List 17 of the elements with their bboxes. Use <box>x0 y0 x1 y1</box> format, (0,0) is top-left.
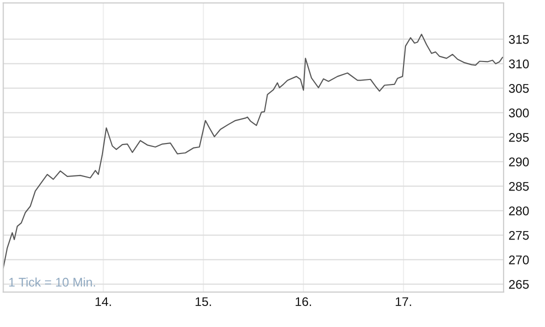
x-tick-label: 16. <box>296 297 312 306</box>
y-tick-label: 310 <box>508 59 529 68</box>
annotation: 1 Tick = 10 Min. <box>9 277 96 287</box>
y-tick-label: 295 <box>509 132 529 142</box>
y-tick-label: 275 <box>509 230 529 240</box>
y-tick-label: 300 <box>508 108 529 118</box>
y-tick-label: 315 <box>508 35 529 44</box>
x-tick-label: 14. <box>96 297 111 306</box>
y-tick-label: 305 <box>508 84 529 93</box>
line-series <box>3 34 504 269</box>
y-tick-label: 270 <box>509 255 529 264</box>
y-tick-label: 290 <box>509 157 529 166</box>
y-tick-label: 265 <box>509 280 529 289</box>
x-tick-label: 17. <box>396 297 412 306</box>
y-tick-label: 280 <box>509 206 529 216</box>
y-tick-label: 285 <box>509 182 529 191</box>
x-tick-label: 15. <box>196 297 211 306</box>
